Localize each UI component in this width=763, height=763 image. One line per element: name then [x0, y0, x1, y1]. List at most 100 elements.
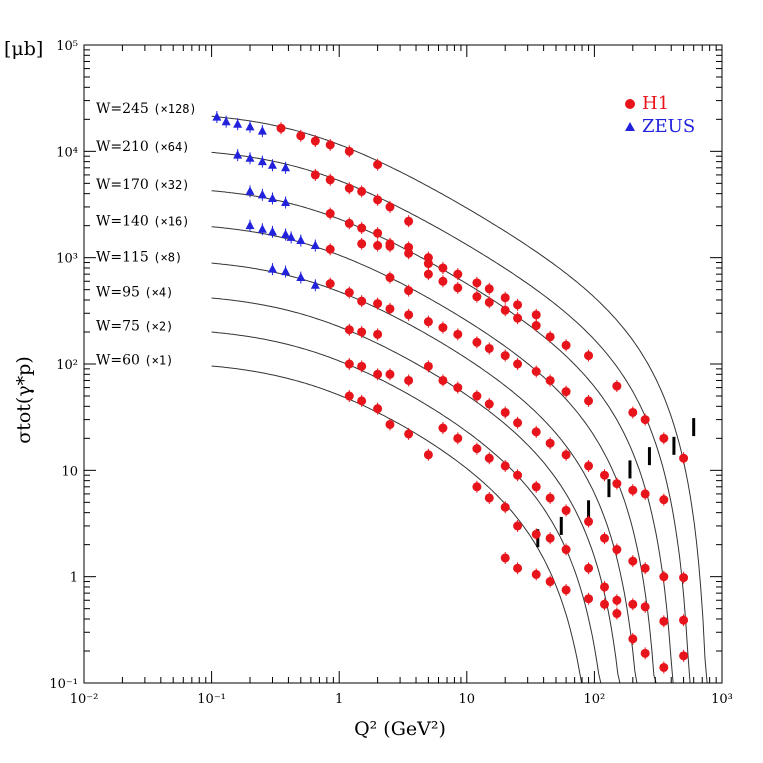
zeus-point — [245, 186, 255, 195]
legend-label: H1 — [642, 93, 669, 114]
curve-label: W=75 (×2) — [96, 319, 173, 335]
h1-point — [404, 375, 414, 385]
h1-point — [600, 582, 610, 592]
x-tick-label: 10 — [459, 692, 476, 707]
h1-point — [545, 577, 555, 587]
h1-point — [357, 327, 367, 337]
h1-point — [640, 489, 650, 499]
h1-point — [600, 599, 610, 609]
h1-point — [373, 195, 383, 205]
h1-point — [484, 453, 494, 463]
zeus-point — [212, 112, 222, 121]
zeus-point — [281, 266, 291, 276]
h1-point — [276, 123, 286, 133]
h1-point — [640, 563, 650, 573]
h1-point — [357, 223, 367, 233]
h1-point — [600, 470, 610, 480]
h1-point — [404, 310, 414, 320]
y-tick-label: 10³ — [56, 252, 78, 267]
legend-marker-h1 — [625, 99, 635, 109]
h1-point — [385, 241, 395, 251]
h1-point — [453, 433, 463, 443]
y-tick-label: 10⁻¹ — [49, 677, 78, 692]
h1-point — [357, 296, 367, 306]
h1-point — [484, 493, 494, 503]
zeus-point — [233, 150, 243, 159]
h1-point — [385, 273, 395, 283]
h1-point — [640, 648, 650, 658]
zeus-point — [296, 272, 306, 282]
h1-point — [531, 482, 541, 492]
h1-point — [385, 419, 395, 429]
h1-point — [584, 517, 594, 527]
zeus-point — [296, 235, 306, 245]
h1-point — [453, 383, 463, 393]
h1-point — [344, 288, 354, 298]
h1-point — [531, 310, 541, 320]
zeus-point — [233, 119, 243, 128]
x-tick-label: 10⁻¹ — [197, 692, 226, 707]
y-unit-label: [μb] — [4, 38, 43, 60]
h1-point — [659, 616, 669, 626]
zeus-point — [281, 229, 291, 239]
h1-point — [561, 505, 571, 515]
model-curve-w245 — [211, 115, 708, 684]
x-tick-label: 10⁻² — [70, 692, 99, 707]
h1-point — [612, 381, 622, 391]
curve-label: W=170 (×32) — [96, 177, 189, 193]
h1-point — [640, 602, 650, 612]
h1-point — [423, 269, 433, 279]
h1-point — [561, 545, 571, 555]
h1-point — [357, 186, 367, 196]
h1-point — [679, 573, 689, 583]
zeus-point — [267, 264, 277, 273]
h1-point — [344, 359, 354, 369]
h1-point — [513, 470, 523, 480]
h1-point — [659, 662, 669, 672]
h1-point — [545, 375, 555, 385]
h1-point — [628, 556, 638, 566]
curve-label: W=140 (×16) — [96, 213, 189, 229]
h1-point — [545, 493, 555, 503]
h1-point — [310, 170, 320, 180]
h1-point — [561, 340, 571, 350]
h1-point — [584, 563, 594, 573]
h1-point — [404, 286, 414, 296]
zeus-point — [267, 193, 277, 203]
h1-point — [325, 140, 335, 150]
h1-point — [472, 292, 482, 302]
h1-point — [513, 418, 523, 428]
y-tick-label: 1 — [70, 571, 78, 586]
h1-point — [659, 495, 669, 505]
h1-point — [296, 131, 306, 141]
model-curve-w210 — [211, 151, 691, 684]
h1-point — [373, 299, 383, 309]
h1-point — [373, 241, 383, 251]
h1-point — [357, 239, 367, 249]
h1-point — [472, 278, 482, 288]
h1-point — [325, 279, 335, 289]
h1-point — [679, 615, 689, 625]
zeus-point — [310, 240, 320, 250]
y-tick-label: 10² — [56, 358, 78, 373]
x-tick-label: 10³ — [711, 692, 733, 707]
h1-point — [584, 594, 594, 604]
h1-point — [404, 216, 414, 226]
curve-labels: W=245 (×128) W=210 (×64) W=170 (×32) W=140 … — [96, 101, 197, 368]
h1-point — [438, 375, 448, 385]
h1-point — [500, 351, 510, 361]
h1-point — [545, 438, 555, 448]
h1-point — [531, 529, 541, 539]
zeus-point — [257, 156, 267, 166]
h1-point — [373, 160, 383, 170]
h1-point — [500, 502, 510, 512]
h1-point — [472, 391, 482, 401]
model-curve-w95 — [211, 297, 621, 684]
zeus-point — [221, 116, 231, 126]
h1-point — [679, 651, 689, 661]
h1-point — [484, 399, 494, 409]
zeus-point — [310, 280, 320, 289]
h1-point — [472, 482, 482, 492]
zeus-point — [281, 197, 291, 207]
